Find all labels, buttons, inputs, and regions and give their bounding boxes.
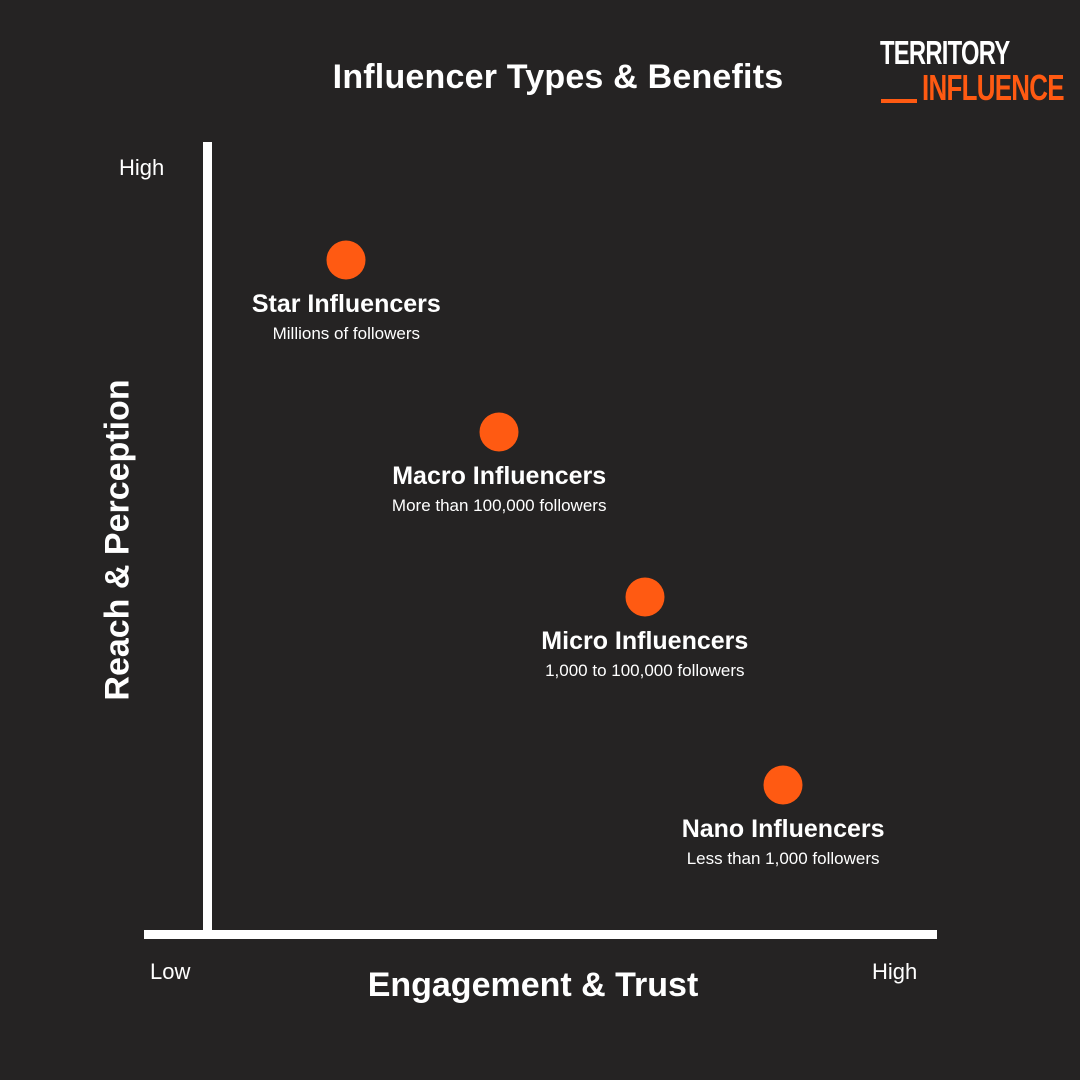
logo-text-bottom: INFLUENCE [922,67,1065,108]
x-axis-label: Engagement & Trust [367,966,699,1004]
point-description-1: More than 100,000 followers [391,496,607,516]
point-description-2: 1,000 to 100,000 followers [545,660,745,680]
logo-underline [881,99,917,103]
x-tick-low: Low [150,959,191,984]
x-axis-line [144,930,937,939]
data-point-1 [479,412,519,452]
point-label-2: Micro Influencers [541,626,749,655]
data-point-2 [625,577,665,617]
point-label-0: Star Influencers [251,289,441,318]
x-tick-high: High [872,959,918,984]
chart-title: Influencer Types & Benefits [332,58,784,96]
data-point-0 [326,240,366,280]
logo-text-top: TERRITORY [880,34,1010,71]
point-description-3: Less than 1,000 followers [686,849,880,869]
point-description-0: Millions of followers [272,323,421,343]
y-tick-high: High [119,155,165,180]
point-label-1: Macro Influencers [392,462,607,491]
point-label-3: Nano Influencers [681,815,885,844]
brand-logo: TERRITORY INFLUENCE [880,34,1065,108]
data-point-3 [763,765,803,805]
y-axis-line [203,142,212,933]
